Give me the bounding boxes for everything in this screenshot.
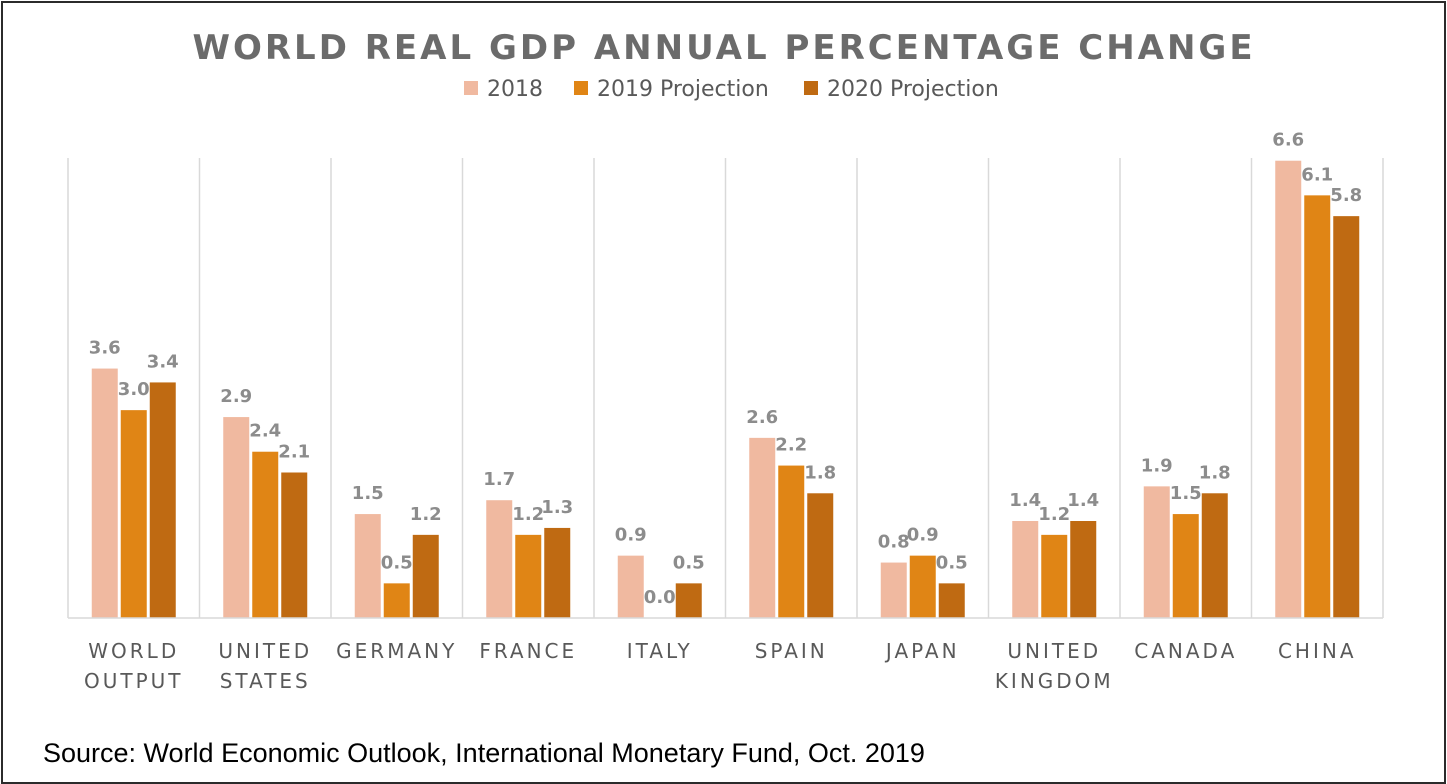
category-labels: WORLD OUTPUT UNITED STATES GERMANY FRANCE ITAL… [84,639,1357,693]
bar [515,534,542,618]
data-label: 0.5 [381,552,413,573]
bar [91,368,118,618]
bar [1275,160,1302,618]
category-label: JAPAN [884,639,960,663]
data-label: 0.8 [878,532,910,553]
data-label: 0.5 [673,552,705,573]
data-label: 2.6 [746,407,778,428]
bar [749,437,776,618]
source-note: Source: World Economic Outlook, Internat… [43,738,925,768]
category-label: SPAIN [755,639,828,663]
bar [938,583,965,618]
bar [1012,521,1039,618]
bar [486,500,513,618]
data-label: 2.9 [220,386,252,407]
bars [91,160,1360,618]
category-label: FRANCE [479,639,577,663]
data-label: 2.2 [775,435,807,456]
legend-swatch-1 [464,81,478,95]
data-label: 1.8 [804,462,836,483]
legend: 2018 2019 Projection 2020 Projection [464,77,999,102]
data-label: 0.9 [615,525,647,546]
data-label: 1.2 [1038,504,1070,525]
category-label: UNITED [218,639,312,663]
bar [120,410,147,618]
data-label: 0.9 [907,525,939,546]
data-label: 1.3 [541,497,573,518]
data-label: 3.6 [89,338,121,359]
bar [1333,216,1360,618]
data-label: 2.1 [278,442,310,463]
data-label: 6.1 [1301,164,1333,185]
data-label: 1.2 [410,504,442,525]
legend-swatch-2 [574,81,588,95]
data-label: 3.0 [118,379,150,400]
bar [675,583,702,618]
category-label: STATES [220,669,311,693]
bar [544,527,571,618]
legend-label-1: 2018 [487,77,543,102]
data-labels: 3.63.03.42.92.42.11.50.51.21.71.21.30.90… [89,130,1362,608]
legend-swatch-3 [804,81,818,95]
bar [354,514,381,618]
category-label: CHINA [1278,639,1357,663]
bar [617,555,644,618]
category-gridlines [67,158,1384,618]
bar [149,382,176,618]
bar [1201,493,1228,618]
data-label: 1.5 [1170,483,1202,504]
data-label: 0.5 [936,552,968,573]
bar [281,472,308,618]
category-label: OUTPUT [84,669,184,693]
bar [1143,486,1170,618]
bar [909,555,936,618]
bar [880,562,907,618]
data-label: 1.4 [1067,490,1099,511]
bar [1304,195,1331,618]
category-label: KINGDOM [995,669,1114,693]
data-label: 0.0 [644,587,676,608]
data-label: 1.9 [1141,455,1173,476]
bar [383,583,410,618]
data-label: 1.5 [352,483,384,504]
category-label: ITALY [627,639,693,663]
data-label: 3.4 [147,351,179,372]
data-label: 1.4 [1009,490,1041,511]
data-label: 1.2 [512,504,544,525]
bar [778,465,805,618]
bar [1041,534,1068,618]
chart-svg: WORLD REAL GDP ANNUAL PERCENTAGE CHANGE … [67,28,1384,693]
bar [1070,521,1097,618]
category-label: WORLD [88,639,179,663]
data-label: 5.8 [1330,185,1362,206]
data-label: 1.8 [1199,462,1231,483]
category-label: CANADA [1134,639,1237,663]
bar [1172,514,1199,618]
bar [807,493,834,618]
bar [412,534,439,618]
data-label: 1.7 [483,469,515,490]
legend-label-3: 2020 Projection [827,77,999,102]
legend-label-2: 2019 Projection [597,77,769,102]
bar [223,417,250,618]
data-label: 2.4 [249,421,281,442]
data-label: 6.6 [1272,130,1304,151]
bar [252,451,279,618]
category-label: GERMANY [336,639,457,663]
category-label: UNITED [1007,639,1101,663]
chart-title: WORLD REAL GDP ANNUAL PERCENTAGE CHANGE [192,28,1255,68]
